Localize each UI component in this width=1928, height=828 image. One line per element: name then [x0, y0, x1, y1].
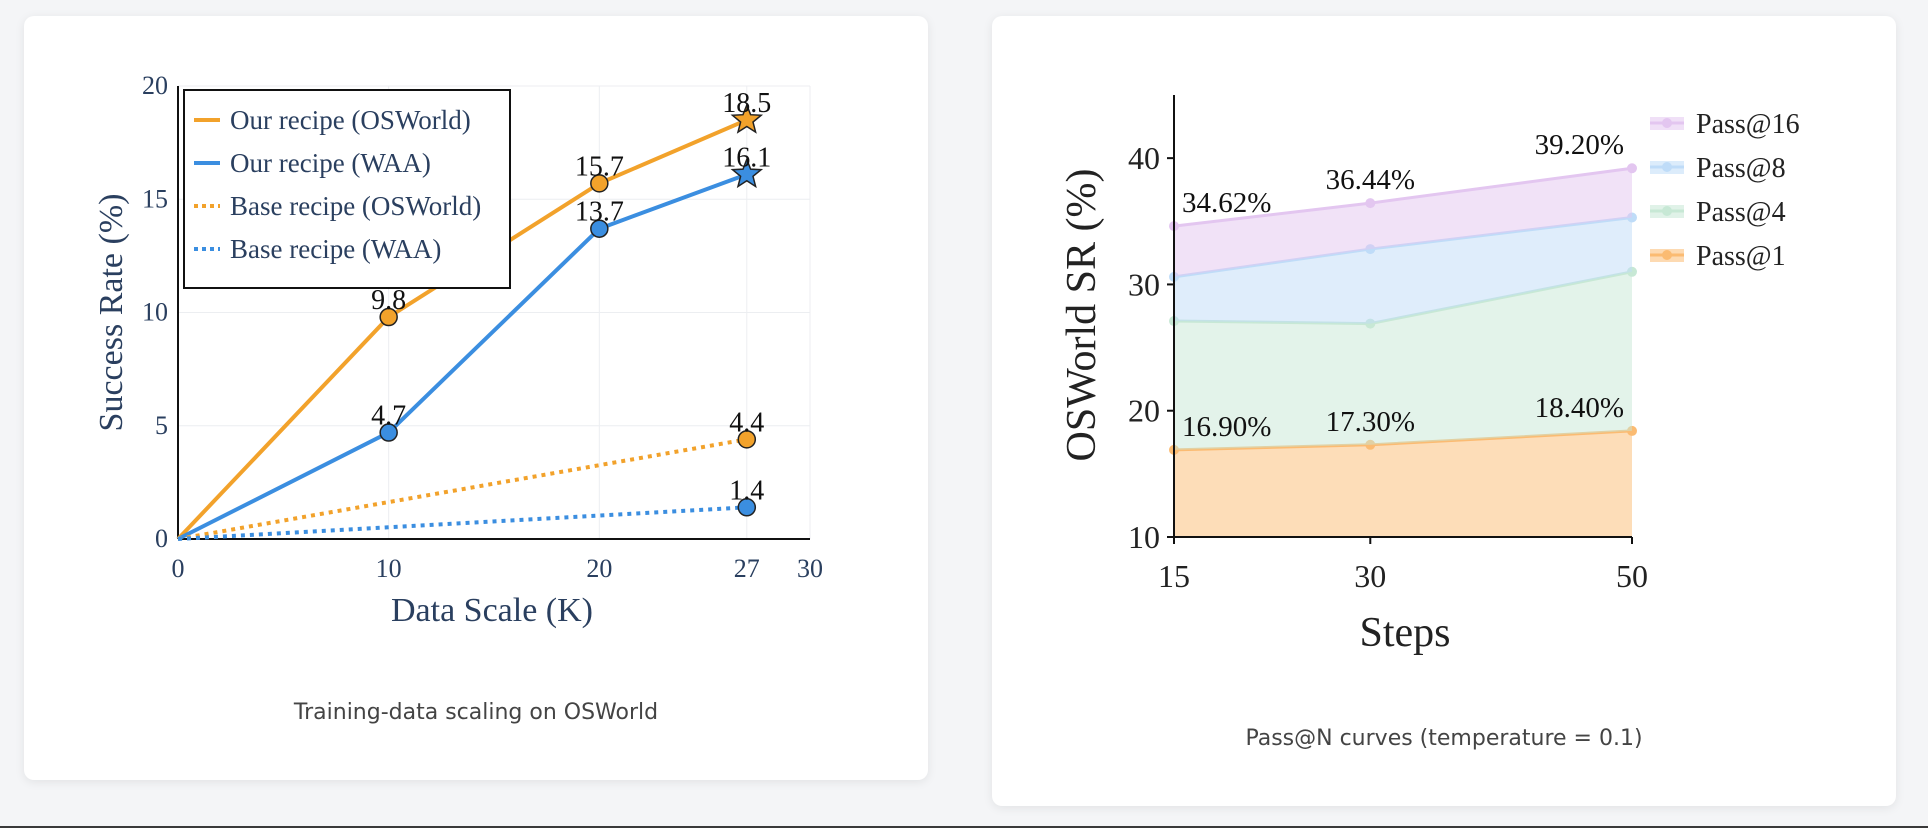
x-tick-label: 15 — [1158, 558, 1190, 594]
area-point — [1365, 198, 1376, 209]
y-axis-title: Success Rate (%) — [93, 194, 130, 432]
bottom-border — [0, 826, 1928, 828]
x-tick-label: 27 — [734, 554, 760, 583]
legend-label: Base recipe (WAA) — [230, 234, 441, 264]
data-label: 15.7 — [575, 151, 624, 182]
y-axis-title: OSWorld SR (%) — [1059, 169, 1105, 462]
area-band — [1174, 271, 1632, 450]
legend-label: Our recipe (WAA) — [230, 148, 431, 178]
area-point — [1627, 163, 1637, 174]
area-band — [1174, 168, 1632, 277]
data-label: 4.7 — [371, 401, 406, 432]
data-label: 16.1 — [722, 142, 771, 173]
data-label: 34.62% — [1182, 187, 1271, 219]
y-tick-label: 10 — [142, 298, 168, 327]
passn-chart-caption: Pass@N curves (temperature = 0.1) — [1245, 726, 1643, 751]
data-label: 4.4 — [729, 407, 764, 438]
legend-label: Pass@8 — [1696, 153, 1786, 184]
series-line — [177, 172, 748, 541]
y-tick-label: 20 — [1128, 393, 1160, 429]
x-tick-label: 10 — [376, 554, 402, 583]
data-label: 39.20% — [1535, 129, 1624, 161]
legend-label: Our recipe (OSWorld) — [230, 105, 471, 135]
scaling-chart: 0 5 10 15 20 0 10 20 27 30 Data Scale (K) Success R… — [93, 71, 823, 629]
x-tick-label: 50 — [1616, 558, 1648, 594]
data-point — [737, 430, 757, 449]
legend-swatch-marker — [1662, 118, 1672, 128]
passn-chart: 10 20 30 40 15 30 50 Steps OSWorld SR (%) 34.62% 3… — [1059, 95, 1800, 656]
data-label: 36.44% — [1326, 164, 1415, 196]
legend-swatch-marker — [1662, 162, 1672, 172]
y-tick-label: 30 — [1128, 266, 1160, 302]
series-line — [177, 505, 747, 541]
data-label: 1.4 — [729, 475, 764, 506]
legend-label: Pass@16 — [1696, 109, 1800, 140]
x-tick-label: 30 — [1354, 558, 1386, 594]
passn-chart-card: 10 20 30 40 15 30 50 Steps OSWorld SR (%) 34.62% 3… — [992, 16, 1896, 806]
data-point — [590, 174, 609, 193]
y-tick-label: 15 — [142, 184, 168, 213]
legend-swatch-marker — [1662, 206, 1672, 216]
scaling-chart-caption: Training-data scaling on OSWorld — [293, 700, 659, 725]
legend-swatch-marker — [1662, 250, 1672, 260]
data-point — [590, 219, 609, 238]
data-point — [379, 307, 398, 327]
x-tick-label: 0 — [172, 554, 185, 583]
y-tick-label: 40 — [1128, 140, 1160, 176]
data-point — [737, 498, 757, 517]
y-tick-label: 0 — [155, 524, 168, 553]
area-band — [1174, 217, 1632, 324]
x-tick-label: 30 — [797, 554, 823, 583]
x-axis-title: Data Scale (K) — [391, 592, 593, 629]
scaling-chart-card: 0 5 10 15 20 0 10 20 27 30 Data Scale (K) Success R… — [24, 16, 928, 780]
data-point-star — [730, 157, 764, 189]
y-tick-label: 10 — [1128, 519, 1160, 555]
x-axis-title: Steps — [1359, 610, 1450, 656]
data-label: 17.30% — [1326, 406, 1415, 438]
data-label: 18.5 — [722, 88, 771, 119]
series-line — [177, 437, 748, 541]
legend-label: Pass@1 — [1696, 241, 1786, 272]
y-tick-label: 20 — [142, 71, 168, 100]
data-label: 13.7 — [575, 197, 624, 228]
data-point-star — [730, 102, 764, 134]
x-tick-label: 20 — [586, 554, 612, 583]
legend-label: Pass@4 — [1696, 197, 1786, 228]
legend-box — [183, 89, 511, 289]
data-point — [379, 423, 398, 442]
data-label: 9.8 — [371, 285, 406, 316]
area-band — [1174, 430, 1632, 537]
data-label: 18.40% — [1535, 392, 1624, 424]
data-label: 16.90% — [1182, 411, 1271, 443]
y-tick-label: 5 — [155, 411, 168, 440]
legend-label: Base recipe (OSWorld) — [230, 191, 481, 221]
